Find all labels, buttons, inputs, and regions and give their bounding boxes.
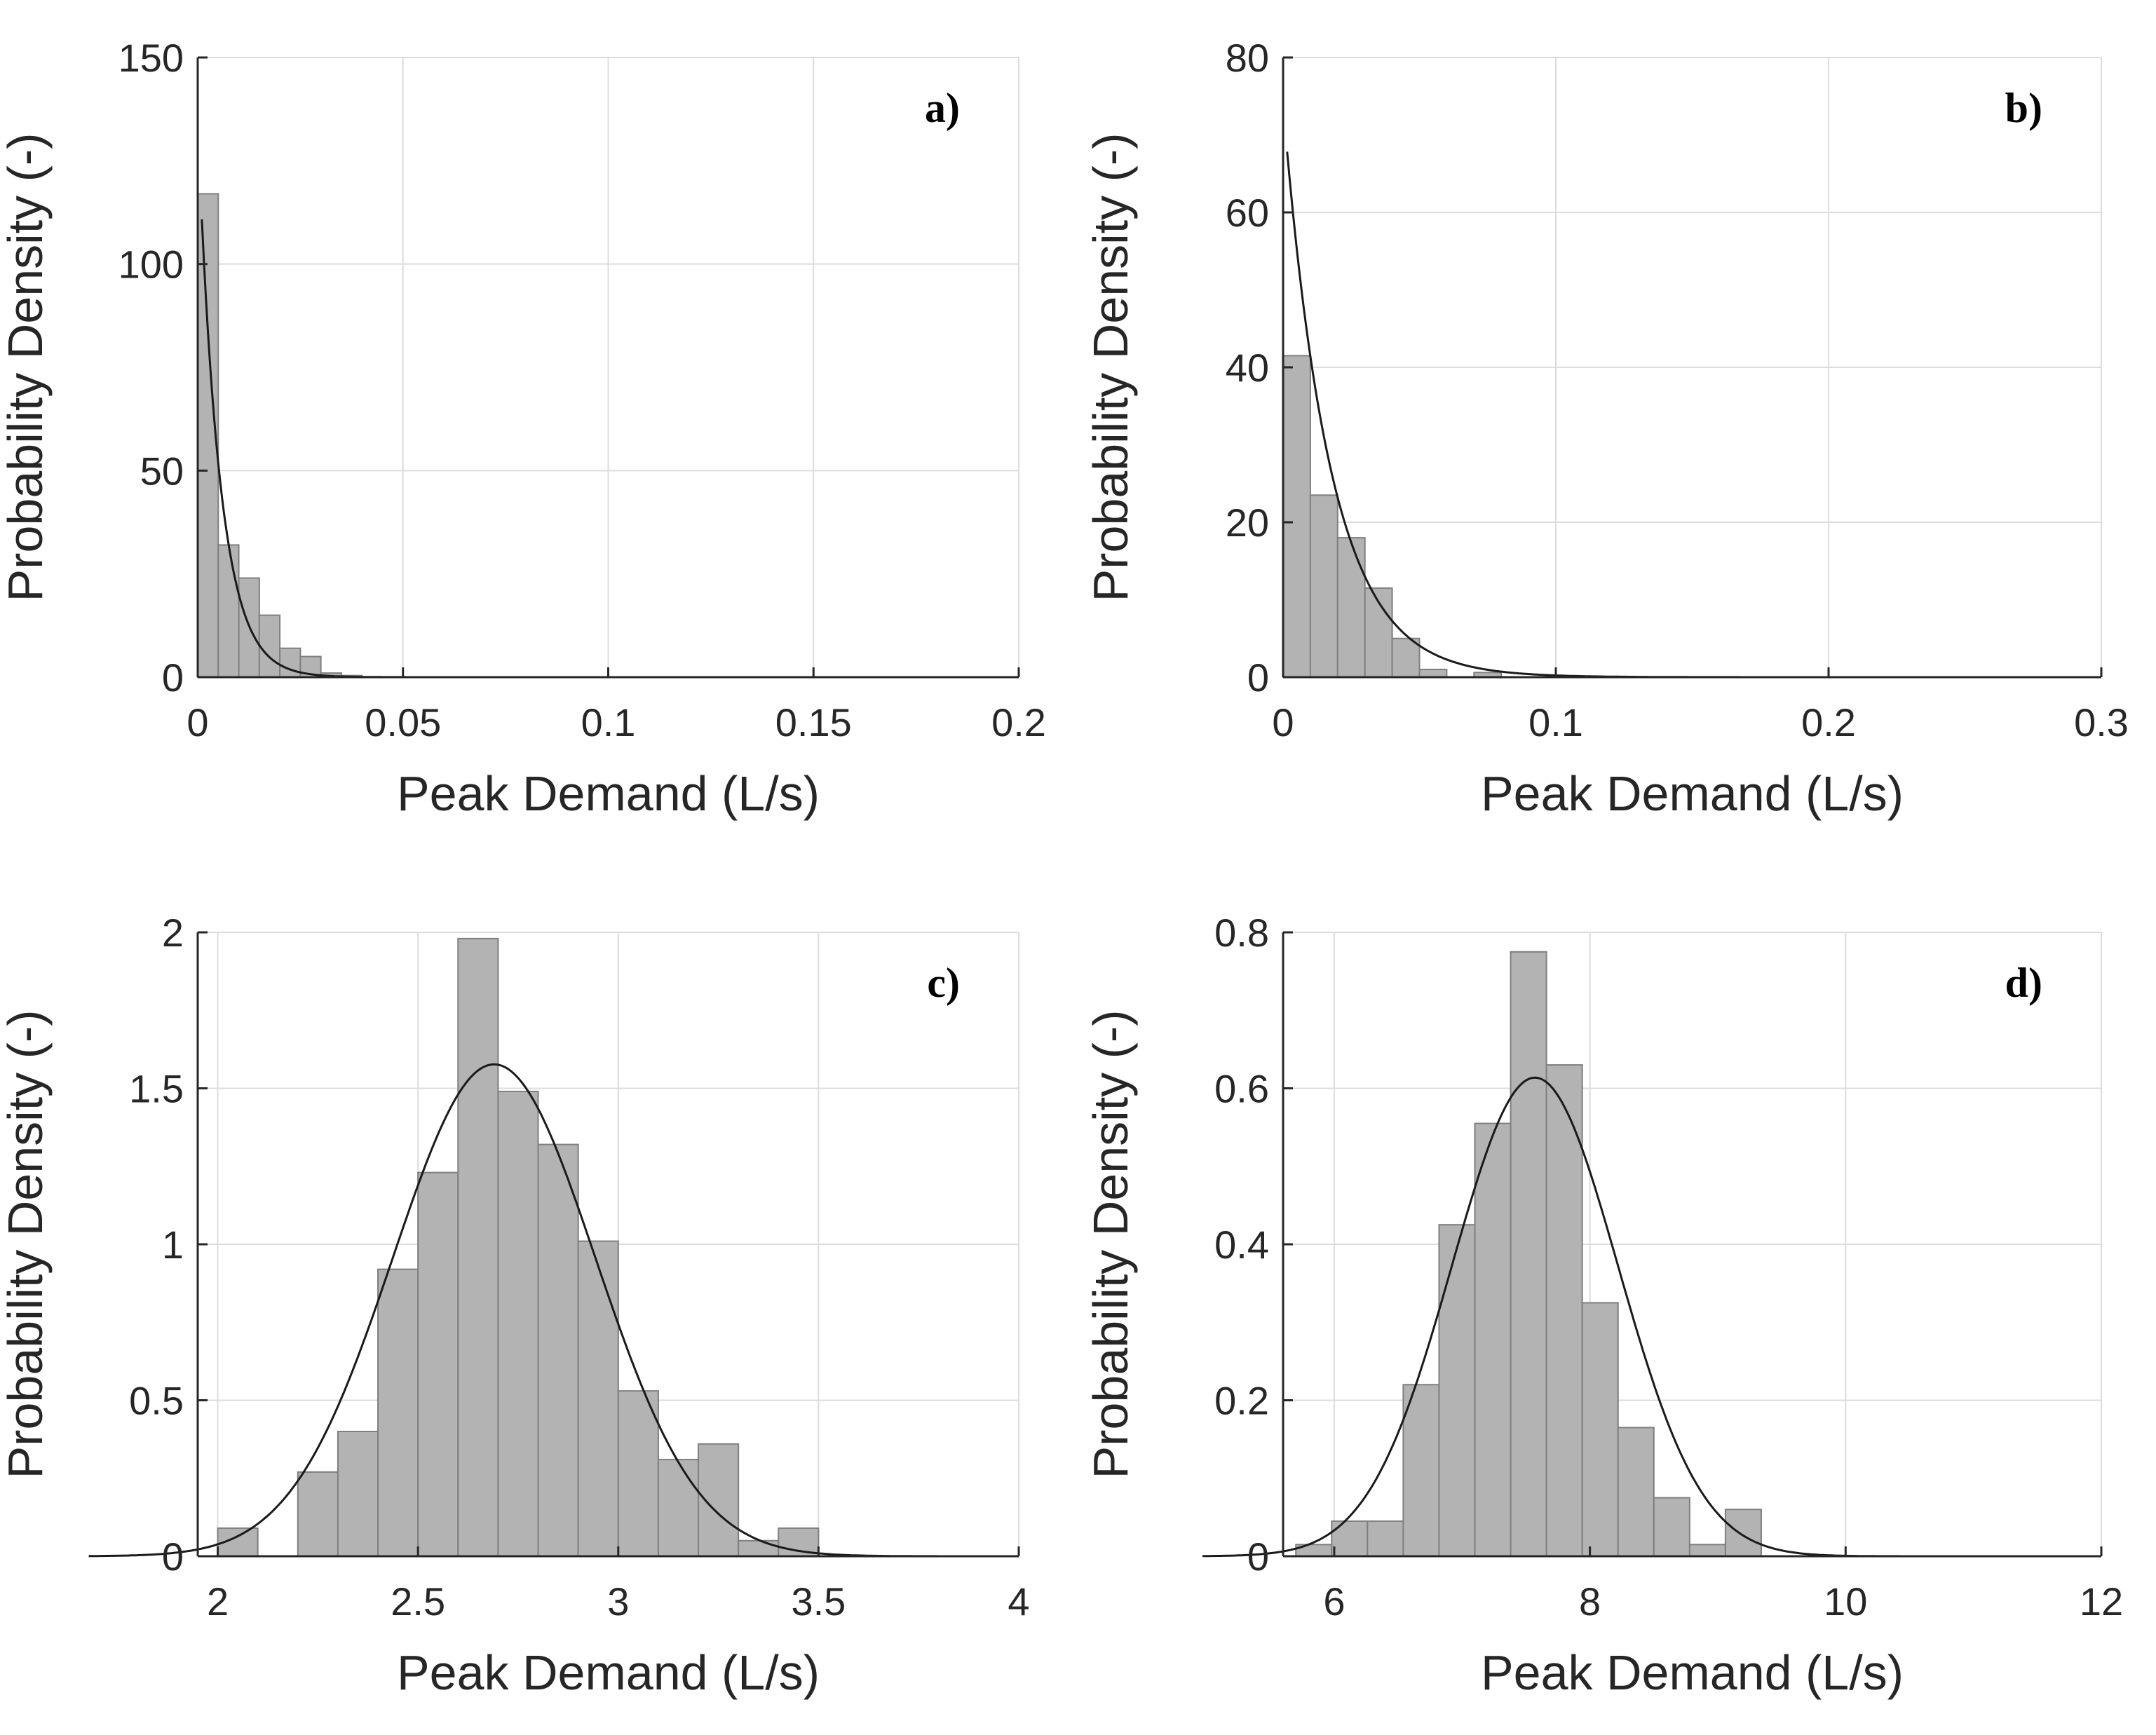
histogram-bar <box>1581 1302 1619 1557</box>
y-tick-label: 60 <box>1226 191 1269 235</box>
y-axis-label: Probability Density (-) <box>0 132 53 601</box>
chart-panel-4: 6 8 10 12 0 0.2 0.4 0.6 0.8 Peak Demand (L/s) Prob… <box>1083 911 2123 1700</box>
y-axis-label: Probability Density (-) <box>1083 132 1138 601</box>
y-axis-label: Probability Density (-) <box>1083 1009 1138 1478</box>
histogram-bar <box>1724 1509 1762 1557</box>
fit-curve <box>201 219 814 679</box>
histogram-bar <box>1688 1544 1726 1557</box>
y-tick-label: 20 <box>1226 501 1269 545</box>
y-tick-label: 100 <box>118 243 184 287</box>
chart-panel-2: 0 0.1 0.2 0.3 0 20 40 60 80 Peak Demand (L/s) Prob… <box>1083 36 2129 821</box>
histogram-bar <box>738 1539 780 1557</box>
histogram-bar <box>1282 355 1311 678</box>
histogram-bar <box>1367 1520 1404 1557</box>
histogram-bar <box>217 544 240 678</box>
y-tick-label: 0.2 <box>1214 1379 1269 1423</box>
x-tick-label: 12 <box>2080 1579 2123 1624</box>
y-tick-label: 80 <box>1226 36 1269 80</box>
histogram-bar <box>417 1171 459 1557</box>
histogram-bar <box>537 1143 579 1557</box>
histogram-bar <box>617 1390 659 1558</box>
panel-tag: d) <box>2005 960 2042 1006</box>
panel-tag: c) <box>927 960 960 1006</box>
x-tick-label: 0 <box>187 700 208 744</box>
x-axis-label: Peak Demand (L/s) <box>397 1645 820 1700</box>
y-tick-label: 0 <box>1247 655 1269 700</box>
chart-panel-3: 2 2.5 3 3.5 4 0 0.5 1 1.5 2 Peak Demand (L/s) Proba… <box>0 911 1030 1700</box>
y-tick-label: 0 <box>162 1535 184 1579</box>
panel-tag: a) <box>925 85 960 131</box>
y-tick-label: 0.5 <box>129 1379 184 1423</box>
x-tick-label: 0.1 <box>1528 700 1583 744</box>
histogram-bar <box>577 1240 619 1558</box>
y-tick-label: 0 <box>162 655 184 700</box>
histogram-bar <box>1336 537 1366 678</box>
histogram-bar <box>1474 1122 1512 1557</box>
histogram-bar <box>279 647 301 678</box>
y-tick-label: 150 <box>118 36 184 80</box>
histogram-bar <box>1510 951 1547 1557</box>
x-tick-label: 10 <box>1824 1579 1867 1624</box>
histogram-bar <box>1617 1427 1655 1557</box>
x-tick-label: 0.2 <box>991 700 1046 744</box>
histogram-bar <box>1438 1224 1476 1557</box>
y-axis-label: Probability Density (-) <box>0 1009 53 1478</box>
histogram-bar <box>657 1459 700 1558</box>
x-tick-label: 8 <box>1579 1579 1601 1624</box>
x-axis-label: Peak Demand (L/s) <box>397 766 820 821</box>
x-tick-label: 0.3 <box>2074 700 2129 744</box>
histogram-bar <box>1653 1497 1690 1557</box>
x-tick-label: 0.05 <box>365 700 441 744</box>
y-tick-label: 0.8 <box>1214 911 1269 955</box>
panel-tag: b) <box>2005 85 2042 131</box>
x-tick-label: 6 <box>1323 1579 1345 1624</box>
x-axis-label: Peak Demand (L/s) <box>1481 1645 1904 1700</box>
y-tick-label: 1.5 <box>129 1067 184 1111</box>
y-tick-label: 50 <box>140 449 184 493</box>
histogram-bar <box>1418 668 1448 679</box>
x-tick-label: 3.5 <box>791 1579 846 1624</box>
x-tick-label: 0 <box>1272 700 1294 744</box>
histogram-bar <box>297 1471 339 1558</box>
y-tick-label: 1 <box>162 1223 184 1267</box>
fit-curve <box>88 1063 939 1558</box>
histogram-bar <box>1331 1520 1369 1557</box>
histogram-bar <box>1402 1384 1440 1557</box>
histogram-bar <box>1545 1064 1583 1557</box>
histogram-bar <box>1309 494 1338 678</box>
histogram-bar <box>497 1090 539 1557</box>
chart-panel-1: 0 0.05 0.1 0.15 0.2 0 50 100 150 Peak Demand (L/s… <box>0 36 1046 821</box>
histogram-bar <box>377 1268 419 1557</box>
histogram-bar <box>337 1431 379 1557</box>
y-tick-label: 0.4 <box>1214 1223 1269 1267</box>
histogram-bar <box>1391 637 1421 678</box>
histogram-bar <box>457 937 499 1557</box>
y-tick-label: 0.6 <box>1214 1067 1269 1111</box>
y-tick-label: 2 <box>162 911 184 955</box>
x-tick-label: 4 <box>1008 1579 1029 1624</box>
x-tick-label: 2.5 <box>391 1579 445 1624</box>
x-tick-label: 3 <box>607 1579 629 1624</box>
x-tick-label: 0.1 <box>581 700 636 744</box>
x-tick-label: 2 <box>207 1579 229 1624</box>
histogram-bar <box>258 614 281 678</box>
x-tick-label: 0.15 <box>775 700 852 744</box>
y-tick-label: 0 <box>1247 1535 1269 1579</box>
x-tick-label: 0.2 <box>1801 700 1856 744</box>
y-tick-label: 40 <box>1226 346 1269 390</box>
x-axis-label: Peak Demand (L/s) <box>1481 766 1904 821</box>
